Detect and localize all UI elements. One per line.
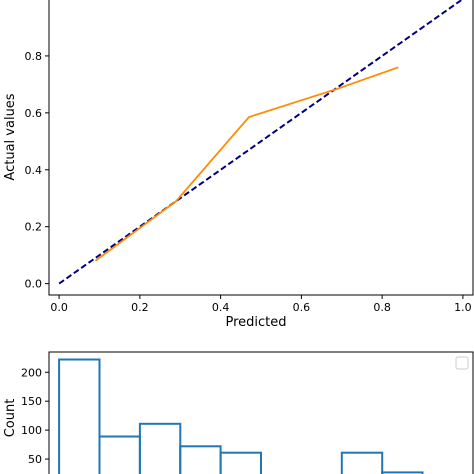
histogram-bar xyxy=(381,471,424,474)
x-tick-label: 0.8 xyxy=(373,301,391,314)
histogram-bar xyxy=(98,435,141,474)
reference-diagonal-line xyxy=(58,0,464,285)
x-tick-label: 0.2 xyxy=(131,301,149,314)
histogram-plot-frame xyxy=(48,351,474,474)
y-tick-label: 0.0 xyxy=(25,278,43,291)
histogram-bar xyxy=(138,422,182,474)
calibration-curve xyxy=(94,66,399,262)
x-tick-label: 0.0 xyxy=(50,301,68,314)
histogram-plot: 50 100 150 200 Count xyxy=(3,351,474,474)
hist-y-tick-label: 100 xyxy=(21,424,42,437)
calibration-plot-frame xyxy=(48,0,474,296)
hist-y-tick-label: 150 xyxy=(21,395,42,408)
y-tick-label: 0.2 xyxy=(25,221,43,234)
x-tick-label: 1.0 xyxy=(454,301,472,314)
hist-y-tick-label: 50 xyxy=(28,453,42,466)
hist-y-tick-label: 200 xyxy=(21,366,42,379)
x-tick-label: 0.6 xyxy=(293,301,311,314)
histogram-bar xyxy=(58,358,101,474)
y-tick-label: 0.4 xyxy=(25,164,43,177)
x-axis-label: Predicted xyxy=(225,315,286,330)
y-axis-label: Actual values xyxy=(3,93,18,180)
calibration-plot: 0.0 0.2 0.4 0.6 0.8 1.0 0.0 0.2 0.4 0.6 0.8 Predi… xyxy=(3,0,474,330)
y-tick-label: 0.6 xyxy=(25,107,43,120)
legend-box xyxy=(455,356,469,370)
histogram-bar xyxy=(179,445,222,474)
x-tick-label: 0.4 xyxy=(212,301,230,314)
histogram-y-axis-label: Count xyxy=(3,399,18,438)
histogram-bar xyxy=(219,451,263,474)
histogram-bar xyxy=(340,451,384,474)
y-tick-label: 0.8 xyxy=(25,50,43,63)
